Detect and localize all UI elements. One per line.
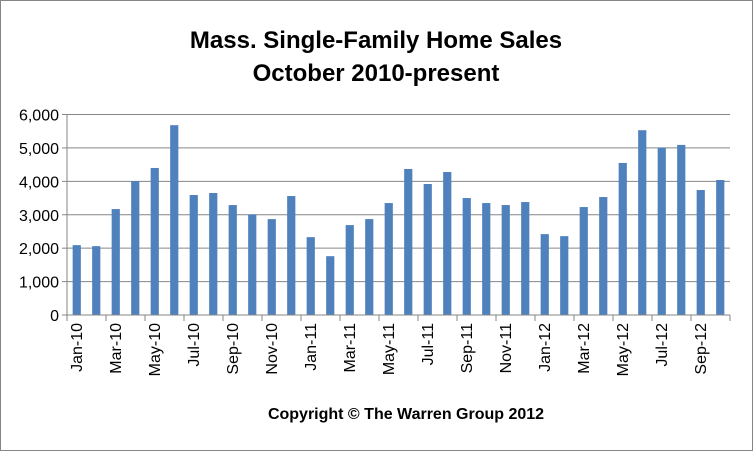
x-tick-label: Sep-12 <box>693 323 710 375</box>
x-tick-label: Jan-12 <box>537 323 554 372</box>
bar-apr-11 <box>365 219 374 315</box>
x-tick-label: May-10 <box>147 323 164 376</box>
bar-apr-12 <box>599 197 608 315</box>
bar-jul-10 <box>189 195 198 315</box>
bar-may-11 <box>384 203 393 315</box>
y-tick-label: 2,000 <box>19 241 59 258</box>
chart-subtitle: October 2010-present <box>253 60 500 87</box>
bar-may-12 <box>618 162 627 315</box>
bar-apr-10 <box>131 180 140 315</box>
x-tick-label: Mar-12 <box>576 323 593 374</box>
bar-dec-11 <box>521 202 530 315</box>
y-tick-label: 0 <box>50 308 59 325</box>
y-tick-label: 6,000 <box>19 108 59 125</box>
copyright-footer: Copyright © The Warren Group 2012 <box>268 406 544 423</box>
x-tick-label: May-12 <box>615 323 632 376</box>
bar-feb-12 <box>560 236 569 315</box>
bar-may-10 <box>150 167 159 315</box>
bar-sep-10 <box>228 205 237 315</box>
bar-aug-12 <box>677 144 686 315</box>
bar-sep-11 <box>462 198 471 315</box>
bar-jun-12 <box>638 130 647 315</box>
bar-mar-11 <box>345 225 354 315</box>
x-tick-label: Nov-10 <box>264 323 281 375</box>
bar-mar-12 <box>579 207 588 315</box>
bar-oct-10 <box>248 214 257 315</box>
bar-oct-11 <box>482 203 491 315</box>
bar-jan-10 <box>72 245 81 315</box>
bar-feb-10 <box>92 246 101 315</box>
bar-jun-11 <box>404 168 413 315</box>
y-tick-label: 4,000 <box>19 174 59 191</box>
bar-jan-11 <box>306 237 315 315</box>
x-tick-label: Mar-11 <box>342 323 359 373</box>
bar-sep-12 <box>696 190 705 315</box>
bar-aug-11 <box>443 171 452 315</box>
x-tick-label: Sep-11 <box>459 323 476 374</box>
bar-dec-10 <box>287 196 296 315</box>
bar-jul-12 <box>657 147 666 315</box>
x-tick-label: Sep-10 <box>225 323 242 375</box>
bar-jun-10 <box>170 125 179 316</box>
bar-feb-11 <box>326 256 335 315</box>
x-tick-label: Jan-10 <box>69 323 86 372</box>
x-tick-label: Jul-12 <box>654 323 671 367</box>
x-tick-label: Mar-10 <box>108 323 125 374</box>
x-tick-label: Jul-11 <box>420 323 437 365</box>
bar-nov-10 <box>267 219 276 315</box>
chart-title: Mass. Single-Family Home Sales <box>190 27 562 54</box>
x-tick-label: Nov-11 <box>498 323 515 373</box>
x-tick-label: May-11 <box>381 323 398 375</box>
x-tick-label: Jan-11 <box>303 323 320 371</box>
x-tick-label: Jul-10 <box>186 323 203 367</box>
y-tick-label: 1,000 <box>19 275 59 292</box>
y-tick-label: 3,000 <box>19 208 59 225</box>
y-tick-label: 5,000 <box>19 141 59 158</box>
bar-aug-10 <box>209 193 218 315</box>
bar-mar-10 <box>111 209 120 315</box>
bar-nov-11 <box>501 205 510 315</box>
bar-jan-12 <box>540 234 549 315</box>
bar-jul-11 <box>423 184 432 315</box>
bar-oct-12 <box>716 179 725 315</box>
